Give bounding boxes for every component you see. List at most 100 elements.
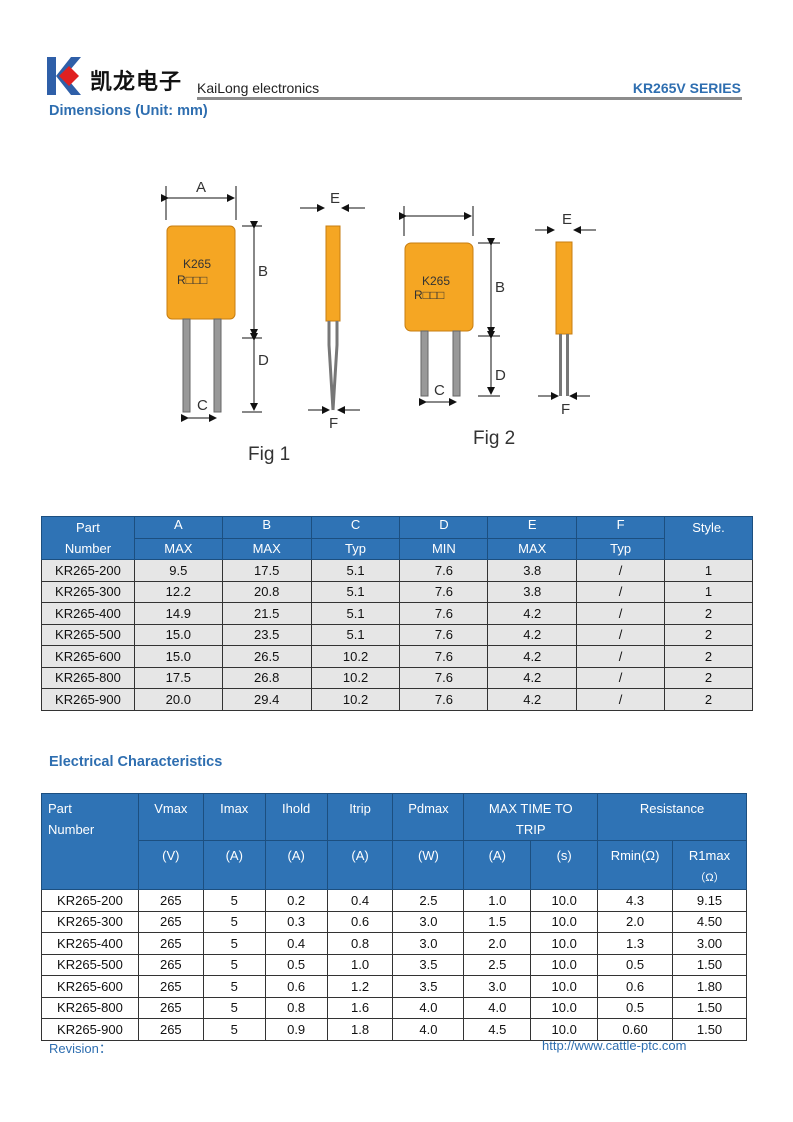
- table-cell: 0.60: [597, 1018, 674, 1041]
- table-cell: KR265-600: [41, 645, 135, 668]
- unit-cell: (A): [202, 840, 266, 890]
- table-cell: 4.0: [463, 996, 532, 1019]
- table-cell: 10.0: [530, 932, 599, 955]
- table-row: KR265-800 17.5 26.8 10.2 7.6 4.2/2: [41, 666, 753, 689]
- table-cell: 10.0: [530, 910, 599, 933]
- table-cell: 3.0: [463, 975, 532, 998]
- table-cell: /: [576, 580, 666, 603]
- table-cell: 3.5: [392, 975, 465, 998]
- label-d: D: [258, 352, 269, 369]
- table-cell: 7.6: [399, 559, 489, 582]
- series-title: KR265V SERIES: [632, 80, 741, 96]
- table-cell: 2.0: [463, 932, 532, 955]
- header-row: Part Number Vmax Imax Ihold Itrip Pdmax M…: [41, 793, 747, 890]
- table-cell: 5: [202, 996, 266, 1019]
- table-cell: 3.8: [487, 580, 578, 603]
- r1max-unit: （Ω）: [694, 872, 725, 884]
- table-cell: 5: [202, 975, 266, 998]
- table-cell: 5: [202, 889, 266, 912]
- table-cell: 10.0: [530, 996, 599, 1019]
- unit-cell: (A): [264, 840, 328, 890]
- table-cell: 1.50: [672, 1018, 747, 1041]
- dimensions-table: Part Number A B C D E F Style. MAX MAX Typ M…: [41, 516, 753, 711]
- header-part: Part: [76, 520, 100, 535]
- header-cell: A: [133, 516, 223, 539]
- table-cell: 20.0: [133, 688, 223, 711]
- table-cell: 12.2: [133, 580, 223, 603]
- table-cell: 1.50: [672, 953, 747, 976]
- table-cell: /: [576, 688, 666, 711]
- table-row: KR265-800 265 5 0.8 1.6 4.0 4.0 10.0 0.5 1.50: [41, 996, 747, 1019]
- table-cell: 265: [137, 889, 204, 912]
- table-row: KR265-400 265 5 0.4 0.8 3.0 2.0 10.0 1.3 3.00: [41, 932, 747, 955]
- table-cell: KR265-800: [41, 996, 139, 1019]
- table-cell: 2.5: [463, 953, 532, 976]
- table-cell: /: [576, 623, 666, 646]
- table-cell: 265: [137, 932, 204, 955]
- table-cell: 2: [664, 688, 753, 711]
- table-row: KR265-500 15.0 23.5 5.1 7.6 4.2/2: [41, 623, 753, 646]
- table-cell: 7.6: [399, 666, 489, 689]
- subheader-cell: MIN: [399, 537, 489, 560]
- header-cell: Imax: [202, 793, 266, 841]
- table-cell: 23.5: [221, 623, 312, 646]
- company-name: KaiLong electronics: [197, 80, 320, 96]
- subheader-cell: Typ: [310, 537, 401, 560]
- table-cell: 0.9: [264, 1018, 328, 1041]
- table-cell: 265: [137, 975, 204, 998]
- table-cell: 7.6: [399, 623, 489, 646]
- header-rule: [197, 97, 742, 100]
- table-cell: 3.0: [392, 910, 465, 933]
- table-cell: KR265-800: [41, 666, 135, 689]
- table-cell: 2.0: [597, 910, 674, 933]
- table-cell: 265: [137, 953, 204, 976]
- subheader-cell: MAX: [133, 537, 223, 560]
- table-cell: 3.00: [672, 932, 747, 955]
- header-resistance: Resistance: [597, 793, 747, 841]
- table-cell: 9.5: [133, 559, 223, 582]
- table-cell: 1.5: [463, 910, 532, 933]
- table-row: KR265-600 265 5 0.6 1.2 3.5 3.0 10.0 0.6 1.80: [41, 975, 747, 998]
- fig2-label-f: F: [561, 401, 570, 418]
- header-cell: B: [221, 516, 312, 539]
- table-cell: 10.0: [530, 889, 599, 912]
- table-row: KR265-500 265 5 0.5 1.0 3.5 2.5 10.0 0.5 1.50: [41, 953, 747, 976]
- table-cell: 1: [664, 559, 753, 582]
- table-cell: 5.1: [310, 559, 401, 582]
- header-ttt2: TRIP: [515, 822, 546, 837]
- table-cell: 17.5: [133, 666, 223, 689]
- table-cell: 26.5: [221, 645, 312, 668]
- table-cell: 26.8: [221, 666, 312, 689]
- unit-cell: (A): [326, 840, 394, 890]
- table-cell: 265: [137, 996, 204, 1019]
- table-cell: /: [576, 559, 666, 582]
- table-cell: 1.0: [326, 953, 394, 976]
- table-cell: 7.6: [399, 602, 489, 625]
- table-cell: 7.6: [399, 645, 489, 668]
- fig1-marking: K265: [183, 257, 211, 271]
- table-cell: 5: [202, 953, 266, 976]
- header-cell: Vmax: [137, 793, 204, 841]
- table-cell: 4.0: [392, 996, 465, 1019]
- table-cell: 4.2: [487, 666, 578, 689]
- table-cell: 265: [137, 910, 204, 933]
- table-cell: 3.8: [487, 559, 578, 582]
- fig2-marking2: R□□□: [414, 288, 444, 302]
- fig1-marking2: R□□□: [177, 273, 207, 287]
- subheader-cell: Typ: [576, 537, 666, 560]
- table-cell: 1: [664, 580, 753, 603]
- table-cell: 0.5: [597, 953, 674, 976]
- table-cell: 265: [137, 1018, 204, 1041]
- table-cell: 5.1: [310, 580, 401, 603]
- table-cell: 1.0: [463, 889, 532, 912]
- header-cell: E: [487, 516, 578, 539]
- table-cell: 29.4: [221, 688, 312, 711]
- website-link[interactable]: http://www.cattle-ptc.com: [542, 1038, 687, 1053]
- units-row: (V) (A) (A) (A) (W) (A) (s) Rmin(Ω) R1max （Ω）: [42, 840, 747, 890]
- header-cell: D: [399, 516, 489, 539]
- electrical-heading: Electrical Characteristics: [49, 754, 223, 770]
- table-cell: 0.6: [326, 910, 394, 933]
- header-cell: Pdmax: [392, 793, 465, 841]
- table-cell: 4.2: [487, 602, 578, 625]
- label-c: C: [197, 397, 208, 414]
